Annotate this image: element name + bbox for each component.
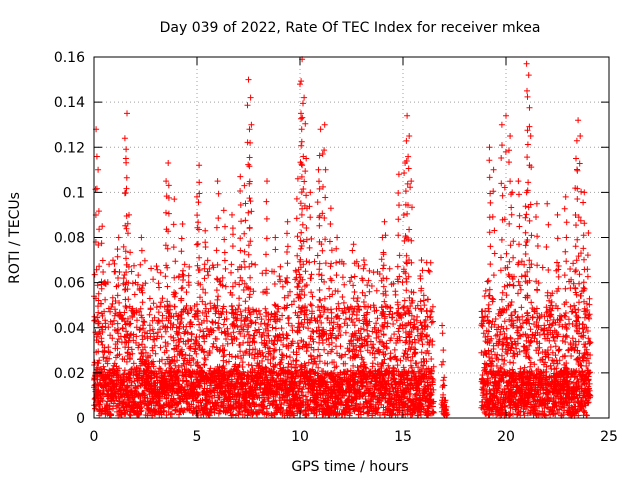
y-axis-label: ROTI / TECUs <box>7 192 23 284</box>
x-axis-label: GPS time / hours <box>291 459 408 475</box>
x-tick-label: 5 <box>193 429 202 445</box>
y-tick-label: 0.12 <box>54 140 85 156</box>
x-tick-label: 25 <box>600 429 618 445</box>
plot-frame <box>93 56 610 419</box>
x-tick-labels: 0 5 10 15 20 25 <box>90 429 618 445</box>
y-tick-label: 0.14 <box>54 95 85 111</box>
x-tick-label: 10 <box>291 429 309 445</box>
y-tick-label: 0.16 <box>54 50 85 66</box>
y-tick-label: 0.06 <box>54 276 85 292</box>
y-tick-label: 0.1 <box>63 185 85 201</box>
x-tick-label: 20 <box>497 429 515 445</box>
chart-title: Day 039 of 2022, Rate Of TEC Index for r… <box>160 20 541 36</box>
y-tick-label: 0.04 <box>54 321 85 337</box>
x-tick-label: 0 <box>90 429 99 445</box>
y-tick-label: 0.02 <box>54 366 85 382</box>
y-tick-labels: 0 0.02 0.04 0.06 0.08 0.1 0.12 0.14 0.16 <box>54 50 85 427</box>
x-tick-label: 15 <box>394 429 412 445</box>
y-tick-label: 0 <box>76 411 85 427</box>
y-tick-label: 0.08 <box>54 231 85 247</box>
